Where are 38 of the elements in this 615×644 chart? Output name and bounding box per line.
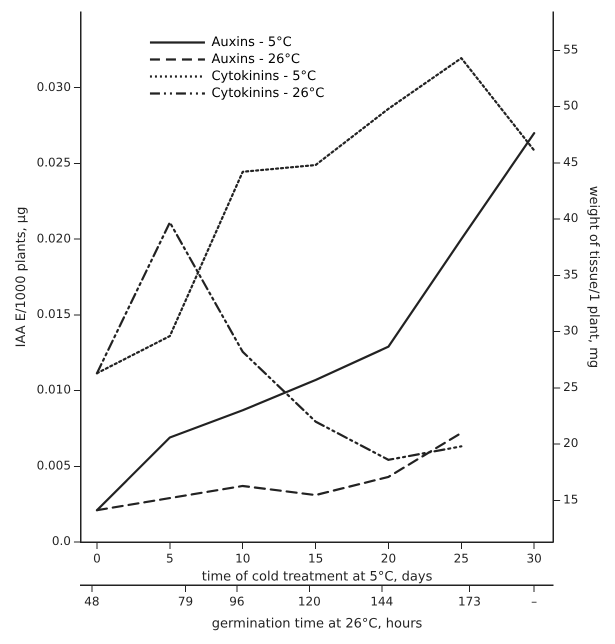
x-tick-label: 10	[235, 551, 250, 566]
y2-tick-label: 45	[563, 154, 578, 169]
x2-tick-label: 79	[178, 594, 194, 608]
y2-tick-label: 25	[563, 380, 578, 394]
y2-tick-label: 35	[563, 267, 578, 282]
y-tick-label: 0.015	[36, 306, 71, 321]
y2-tick-label: 55	[563, 42, 578, 56]
x-tick-label: 25	[454, 551, 469, 566]
legend-label: Auxins - 26°C	[211, 52, 300, 67]
x-tick-label: 0	[93, 551, 101, 566]
y2-tick-label: 15	[563, 492, 578, 506]
x2-tick-label: 144	[370, 594, 394, 608]
x-axis-title: time of cold treatment at 5°C, days	[202, 570, 433, 585]
y-axis-title: IAA E/1000 plants, µg	[14, 206, 30, 348]
x2-tick-label: –	[531, 594, 538, 608]
y-tick-label: 0.030	[36, 80, 71, 94]
y2-axis-title: weight of tissue/1 plant, mg	[586, 186, 601, 368]
x-tick-label: 20	[380, 551, 396, 566]
y-tick-label: 0.010	[36, 382, 71, 397]
x-tick-label: 5	[166, 551, 174, 566]
y2-tick-label: 20	[563, 436, 578, 450]
y-tick-label: 0.0	[52, 534, 71, 548]
legend-label: Cytokinins - 26°C	[211, 86, 324, 101]
x-tick-label: 30	[526, 551, 542, 566]
y2-tick-label: 50	[563, 98, 578, 113]
x-tick-label: 15	[308, 551, 324, 566]
x2-tick-label: 48	[84, 594, 100, 608]
y2-tick-label: 40	[563, 211, 578, 226]
x2-tick-label: 173	[458, 594, 481, 608]
y-tick-label: 0.005	[36, 458, 71, 472]
x2-tick-label: 120	[298, 594, 321, 608]
x2-tick-label: 96	[229, 594, 244, 608]
legend-label: Auxins - 5°C	[211, 34, 292, 50]
y-tick-label: 0.025	[36, 156, 71, 170]
x2-axis-title: germination time at 26°C, hours	[212, 616, 423, 632]
y-tick-label: 0.020	[36, 231, 71, 246]
legend-label: Cytokinins - 5°C	[211, 68, 316, 84]
y2-tick-label: 30	[563, 324, 578, 338]
